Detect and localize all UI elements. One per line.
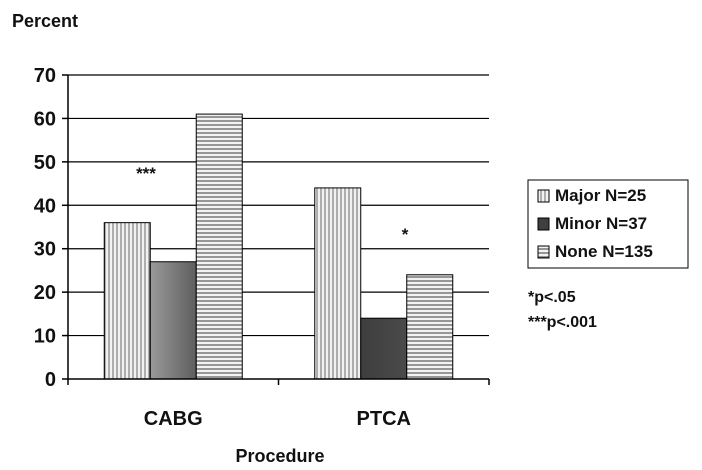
legend-label-none: None N=135 [555,242,653,261]
x-tick-label: PTCA [357,408,411,430]
significance-marker: *** [136,164,156,183]
y-tick-label: 10 [34,326,56,348]
bar-ptca-minor [360,317,408,380]
bar-ptca-major [314,187,362,380]
y-tick-label: 70 [34,65,56,87]
y-tick-label: 20 [34,282,56,304]
y-axis-title: Percent [12,11,78,31]
bar-cabg-minor [149,261,197,380]
legend-swatch-none [537,245,550,259]
significance-marker: * [402,225,409,244]
y-tick-label: 40 [34,195,56,217]
x-tick-label: CABG [144,408,203,430]
significance-note-1: *p<.05 [528,289,576,306]
bar-ptca-none [406,274,454,380]
legend-frame [527,179,689,269]
legend-swatch-minor [537,217,550,231]
y-tick-label: 30 [34,239,56,261]
y-tick-label: 50 [34,152,56,174]
legend: Major N=25 Minor N=37 None N=135 [527,179,689,269]
y-tick-label: 0 [45,369,56,391]
x-axis-title: Procedure [235,446,324,466]
bar-cabg-major [103,222,151,380]
bar-cabg-none [195,113,243,380]
legend-label-major: Major N=25 [555,186,646,205]
legend-swatch-major [537,189,550,203]
y-tick-label: 60 [34,108,56,130]
legend-label-minor: Minor N=37 [555,214,647,233]
significance-note-2: ***p<.001 [528,314,597,331]
